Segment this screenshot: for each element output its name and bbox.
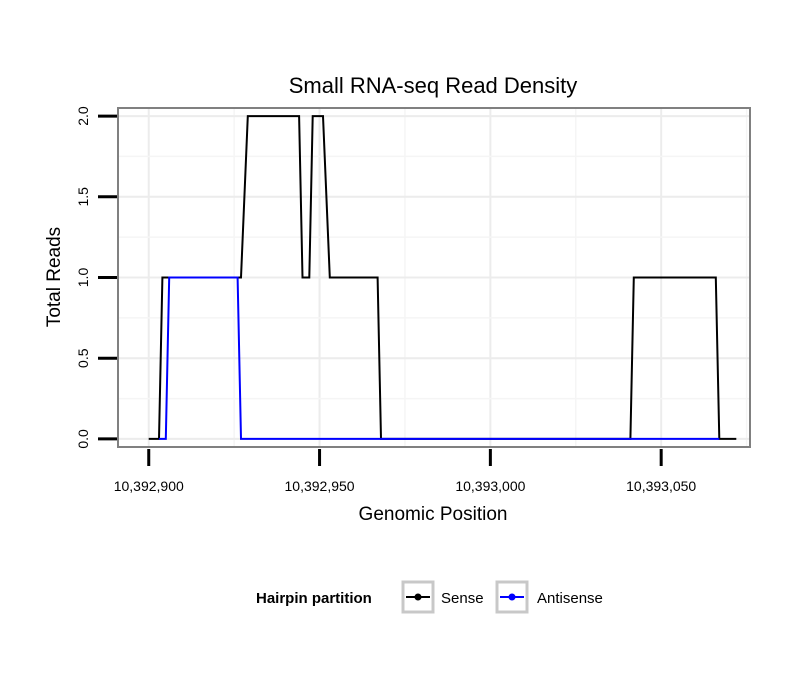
legend: Hairpin partition Sense Antisense — [256, 580, 603, 614]
legend-dot-sense — [414, 593, 422, 601]
y-axis-title: Total Reads — [44, 227, 65, 327]
x-tick-label: 10,393,050 — [626, 478, 696, 494]
series-line-antisense — [159, 276, 720, 440]
y-axis: 0.0 0.5 1.0 1.5 2.0 — [75, 106, 117, 449]
chart-title: Small RNA-seq Read Density — [289, 73, 578, 98]
legend-item-sense: Sense — [401, 580, 484, 614]
y-tick-label: 1.0 — [75, 268, 91, 288]
legend-label-antisense: Antisense — [537, 590, 603, 607]
legend-dot-antisense — [508, 593, 516, 601]
x-axis-title: Genomic Position — [359, 504, 508, 525]
y-tick-label: 0.0 — [75, 429, 91, 449]
y-tick-label: 1.5 — [75, 187, 91, 207]
legend-item-antisense: Antisense — [495, 580, 603, 614]
series-layer — [148, 115, 737, 440]
legend-title: Hairpin partition — [256, 590, 372, 607]
x-tick-label: 10,392,950 — [285, 478, 355, 494]
y-tick-label: 2.0 — [75, 106, 91, 126]
y-tick-label: 0.5 — [75, 348, 91, 368]
plot-panel-border — [117, 107, 751, 448]
x-tick-label: 10,393,000 — [455, 478, 525, 494]
x-tick-label: 10,392,900 — [114, 478, 184, 494]
x-axis: 10,392,900 10,392,950 10,393,000 10,393,050 — [114, 449, 696, 494]
legend-label-sense: Sense — [441, 590, 484, 607]
